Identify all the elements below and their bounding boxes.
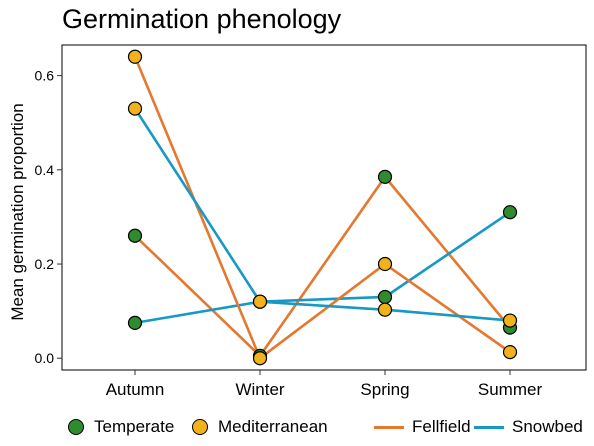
line-mediterranean-snowbed (133, 107, 512, 322)
y-tick-label: 0.2 (35, 256, 55, 272)
point-mediterranean-snowbed-spring (377, 302, 393, 317)
legend-label-temperate: Temperate (94, 417, 175, 436)
series-points (127, 49, 518, 366)
legend-label-mediterranean: Mediterranean (218, 417, 328, 436)
y-axis: 0.0 0.2 0.4 0.6 (35, 68, 62, 366)
point-temperate-fellfield-spring (377, 169, 393, 184)
x-axis: Autumn Winter Spring Summer (106, 370, 543, 399)
x-tick-label: Autumn (106, 380, 165, 399)
point-temperate-snowbed-autumn (127, 315, 143, 330)
line-temperate-snowbed (133, 210, 512, 325)
chart-title: Germination phenology (62, 4, 342, 34)
y-tick-label: 0.0 (35, 350, 55, 366)
x-tick-label: Summer (478, 380, 543, 399)
legend-label-fellfield: Fellfield (412, 417, 471, 436)
point-mediterranean-snowbed-summer (502, 313, 518, 328)
point-temperate-snowbed-summer (502, 205, 518, 220)
point-mediterranean-snowbed-winter (252, 294, 268, 309)
legend-item-fellfield: Fellfield (374, 412, 471, 442)
legend-item-snowbed: Snowbed (474, 412, 583, 442)
point-mediterranean-fellfield-autumn (127, 49, 143, 64)
legend: Temperate Mediterranean Fellfield Snowbe… (0, 412, 594, 442)
legend-key-snowbed (474, 425, 504, 429)
point-temperate-fellfield-autumn (127, 228, 143, 243)
point-temperate-snowbed-spring (377, 289, 393, 305)
y-tick-label: 0.4 (35, 162, 55, 178)
legend-label-snowbed: Snowbed (512, 417, 583, 436)
line-temperate-fellfield (133, 175, 512, 358)
legend-item-mediterranean: Mediterranean (192, 412, 328, 442)
legend-item-temperate: Temperate (68, 412, 174, 442)
y-tick-label: 0.6 (35, 68, 55, 84)
point-mediterranean-fellfield-winter (252, 351, 268, 366)
x-tick-label: Spring (360, 380, 409, 399)
plot-panel-border (61, 44, 587, 371)
legend-key-mediterranean (192, 419, 208, 435)
chart-plot: 0.0 0.2 0.4 0.6 Autumn Winter Spring Summer (35, 44, 587, 399)
legend-key-temperate (68, 419, 84, 435)
series-lines (133, 55, 512, 360)
point-mediterranean-snowbed-autumn (127, 101, 143, 116)
point-mediterranean-fellfield-spring (377, 256, 393, 272)
x-tick-label: Winter (235, 380, 284, 399)
point-mediterranean-fellfield-summer (502, 345, 518, 360)
legend-key-fellfield (374, 425, 404, 429)
